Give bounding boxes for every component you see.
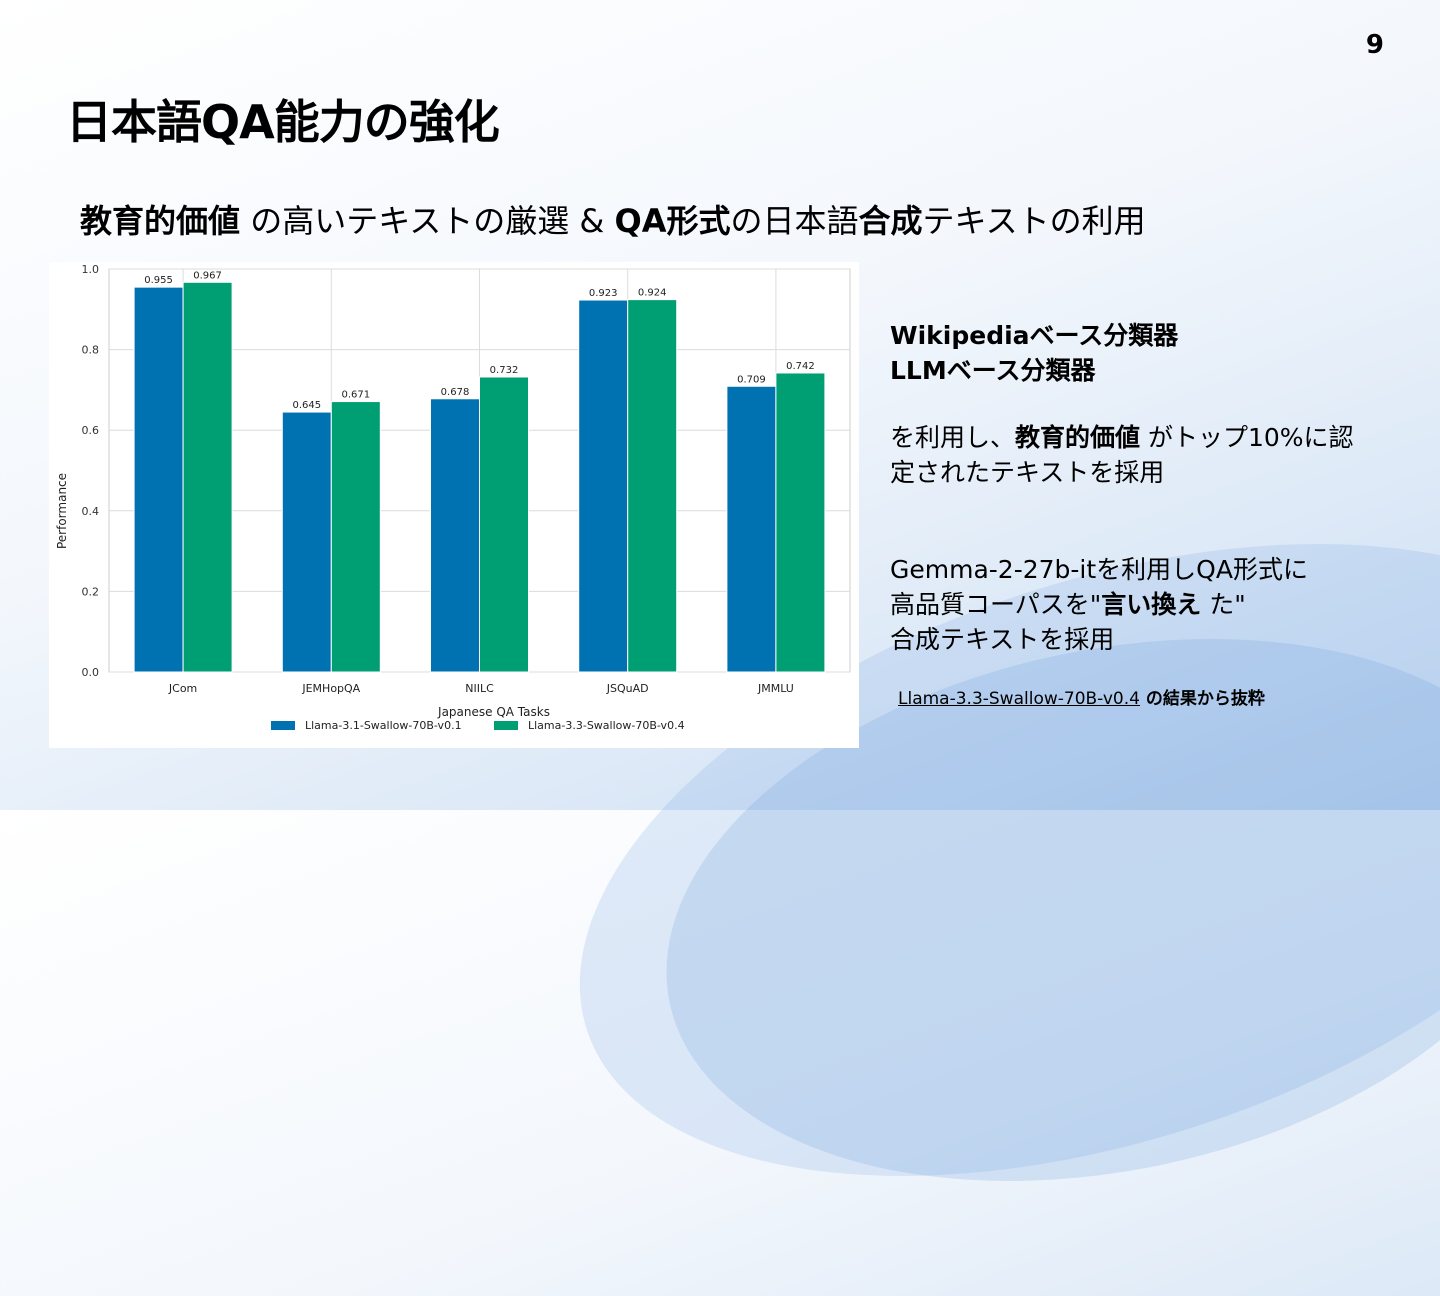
y-tick-label: 1.0 xyxy=(82,263,100,276)
bar-value-label: 0.709 xyxy=(737,374,766,385)
x-tick-label: JMMLU xyxy=(757,682,794,695)
bar xyxy=(133,286,184,673)
slide-title: 日本語QA能力の強化 xyxy=(66,95,500,149)
classifier-item: Wikipediaベース分類器 xyxy=(890,321,1179,350)
desc-text: Gemma-2-27b-itを利用しQA形式に xyxy=(890,555,1308,584)
page-number: 9 xyxy=(1365,30,1384,60)
subtitle-emphasis: QA形式 xyxy=(614,202,731,240)
source-text: の結果から抜粋 xyxy=(1139,689,1265,709)
bar xyxy=(726,385,777,673)
legend-label: Llama-3.3-Swallow-70B-v0.4 xyxy=(528,719,685,732)
chart-legend: Llama-3.1-Swallow-70B-v0.1 Llama-3.3-Swal… xyxy=(271,719,685,732)
legend-swatch xyxy=(271,721,295,730)
desc-text: を利用し、 xyxy=(890,423,1016,452)
bar-value-label: 0.924 xyxy=(638,288,667,299)
bar-value-label: 0.955 xyxy=(144,275,173,286)
slide-subtitle: 教育的価値 の高いテキストの厳選 & QA形式の日本語合成テキストの利用 xyxy=(80,196,1146,242)
bar xyxy=(578,299,629,673)
x-tick-label: NIILC xyxy=(465,682,494,695)
desc-emphasis: 教育的価値 xyxy=(1015,423,1141,452)
desc-text: がトップ10%に認 xyxy=(1140,423,1354,452)
subtitle-emphasis: 教育的価値 xyxy=(80,202,241,240)
desc-emphasis: 言い換え xyxy=(1101,590,1202,619)
desc-text: 定されたテキストを採用 xyxy=(890,458,1165,487)
x-tick-label: JCom xyxy=(168,682,197,695)
desc-text: 合成テキストを採用 xyxy=(890,625,1115,654)
y-tick-label: 0.6 xyxy=(82,424,100,437)
desc-text: た" xyxy=(1201,590,1246,619)
classifier-item: LLMベース分類器 xyxy=(890,356,1096,385)
chart-bar-labels: 0.955 0.967 0.645 0.671 0.678 0.732 0.923 0.924… xyxy=(144,270,814,411)
subtitle-text: テキストの利用 xyxy=(922,202,1146,240)
y-tick-label: 0.2 xyxy=(82,585,100,598)
bar xyxy=(775,372,826,673)
y-tick-label: 0.4 xyxy=(82,505,100,518)
legend-swatch xyxy=(494,721,518,730)
bar-value-label: 0.923 xyxy=(589,288,618,299)
subtitle-emphasis: 合成 xyxy=(858,202,923,240)
bar xyxy=(627,299,678,673)
y-tick-label: 0.0 xyxy=(82,666,100,679)
bar xyxy=(182,281,233,673)
subtitle-text: の高いテキストの厳選 & xyxy=(240,202,615,240)
bar-value-label: 0.967 xyxy=(193,270,222,281)
source-note: Llama-3.3-Swallow-70B-v0.4 の結果から抜粋 xyxy=(898,684,1265,709)
y-tick-label: 0.8 xyxy=(82,344,100,357)
x-tick-label: JEMHopQA xyxy=(301,682,360,695)
bar xyxy=(479,376,529,673)
chart-y-ticks: 0.0 0.2 0.4 0.6 0.8 1.0 xyxy=(82,263,100,679)
bar xyxy=(330,401,381,673)
bar-value-label: 0.732 xyxy=(490,365,519,376)
bar-value-label: 0.645 xyxy=(292,400,321,411)
bar-value-label: 0.678 xyxy=(441,387,470,398)
bar xyxy=(281,411,332,673)
chart-x-ticks: JCom JEMHopQA NIILC JSQuAD JMMLU xyxy=(168,682,794,695)
bar xyxy=(430,398,480,673)
selection-description: を利用し、教育的価値 がトップ10%に認 定されたテキストを採用 xyxy=(890,420,1354,490)
bar-value-label: 0.671 xyxy=(341,390,370,401)
desc-text: 高品質コーパスを" xyxy=(890,590,1102,619)
source-link[interactable]: Llama-3.3-Swallow-70B-v0.4 xyxy=(898,689,1140,709)
chart-svg: 0.955 0.967 0.645 0.671 0.678 0.732 0.923 0.924… xyxy=(55,263,851,732)
bar-chart: 0.955 0.967 0.645 0.671 0.678 0.732 0.923 0.924… xyxy=(49,262,859,748)
chart-bars xyxy=(133,281,826,673)
synthesis-description: Gemma-2-27b-itを利用しQA形式に 高品質コーパスを"言い換え た"… xyxy=(890,552,1308,657)
legend-label: Llama-3.1-Swallow-70B-v0.1 xyxy=(305,719,462,732)
subtitle-text: の日本語 xyxy=(730,202,859,240)
y-axis-label: Performance xyxy=(55,473,69,549)
x-tick-label: JSQuAD xyxy=(606,682,649,695)
bar-value-label: 0.742 xyxy=(786,361,815,372)
classifier-list: Wikipediaベース分類器 LLMベース分類器 xyxy=(890,318,1178,388)
x-axis-label: Japanese QA Tasks xyxy=(437,705,550,719)
